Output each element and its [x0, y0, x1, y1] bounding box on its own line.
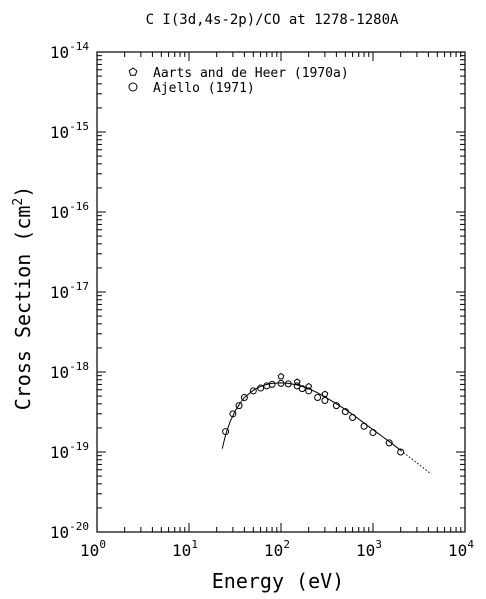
x-axis-label: Energy (eV) — [212, 569, 344, 593]
ajello-data-point — [369, 429, 377, 437]
ajello-data-point — [249, 387, 257, 395]
ajello-data-point — [349, 413, 357, 421]
ajello-data-point — [397, 448, 405, 456]
legend: Aarts and de Heer (1970a)Ajello (1971) — [128, 66, 349, 96]
legend-label: Ajello (1971) — [153, 81, 255, 96]
ajello-data-point — [229, 410, 237, 418]
ajello-data-point — [284, 380, 292, 388]
ajello-data-point — [240, 394, 248, 402]
y-tick-label: 10-20 — [50, 520, 89, 542]
legend-marker-circle — [128, 82, 138, 92]
y-axis-label-close: ) — [11, 186, 35, 198]
aarts-data-point — [293, 378, 301, 385]
ajello-data-point — [385, 439, 393, 447]
y-tick-label: 10-17 — [50, 280, 89, 302]
y-axis-label-text: Cross Section (cm — [11, 206, 35, 411]
ajello-data-point — [298, 385, 306, 393]
aarts-data-point — [277, 372, 285, 380]
ajello-data-point — [222, 428, 230, 436]
ajello-data-point — [341, 408, 349, 416]
ajello-data-point — [314, 394, 322, 402]
y-tick-label: 10-19 — [50, 440, 89, 462]
chart-title: C I(3d,4s-2p)/CO at 1278-1280A — [146, 12, 399, 28]
x-tick-label: 104 — [448, 538, 474, 560]
fit-lines — [221, 382, 432, 475]
x-tick-label: 102 — [264, 538, 290, 560]
ajello-data-point — [257, 384, 265, 392]
y-axis-label: Cross Section (cm2) — [11, 186, 35, 411]
ajello-data-point — [360, 422, 368, 430]
y-tick-label: 10-14 — [50, 40, 90, 62]
ajello-data-point — [332, 402, 340, 410]
ajello-data-point — [268, 380, 276, 388]
y-tick-labels: 10-20 10-19 10-18 10-17 10-16 10-15 10-14 — [50, 40, 90, 542]
legend-marker-pentagon — [128, 67, 138, 76]
fit-line — [221, 382, 401, 451]
y-tick-label: 10-15 — [50, 120, 89, 142]
y-axis-label-exponent: 2 — [11, 198, 26, 206]
plot-frame — [96, 51, 466, 533]
x-tick-label: 103 — [356, 538, 382, 560]
ajello-data-point — [277, 379, 285, 387]
x-tick-label: 101 — [172, 538, 198, 560]
x-tick-label: 100 — [80, 538, 106, 560]
ajello-data-point — [321, 397, 329, 405]
axis-ticks — [96, 52, 465, 533]
y-tick-label: 10-16 — [50, 200, 89, 222]
aarts-data-point — [305, 382, 313, 390]
y-tick-label: 10-18 — [50, 360, 89, 382]
ajello-data-point — [235, 402, 243, 410]
legend-label: Aarts and de Heer (1970a) — [153, 66, 349, 81]
ajello-data-point — [305, 387, 313, 395]
x-tick-labels: 100 101 102 103 104 — [80, 538, 474, 560]
extrapolation-line — [400, 449, 432, 475]
data-markers — [222, 372, 405, 456]
aarts-data-point — [321, 390, 329, 397]
